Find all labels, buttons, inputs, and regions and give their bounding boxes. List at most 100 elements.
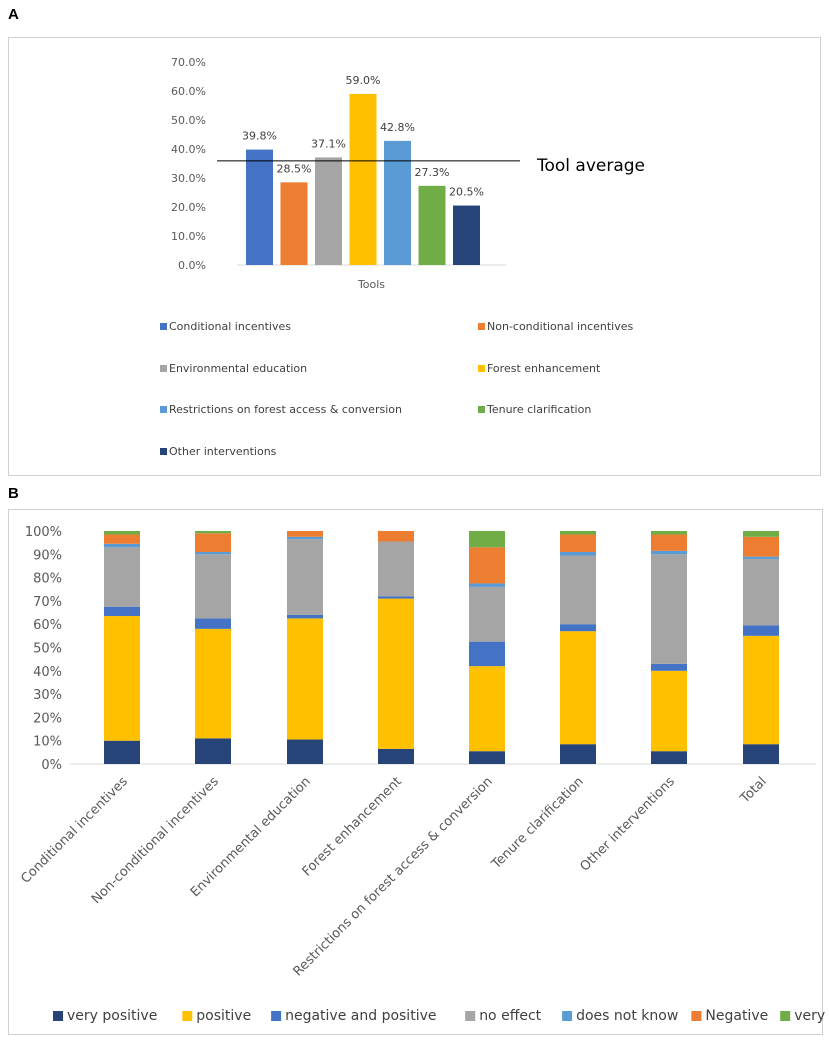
stacked-bar-segment <box>104 534 140 544</box>
panel-a-frame <box>8 37 821 476</box>
x-tick-label: Total <box>737 774 770 807</box>
stacked-bar-segment <box>651 550 687 555</box>
stacked-bar-segment <box>469 586 505 642</box>
stacked-bar-segment <box>743 744 779 764</box>
data-label: 37.1% <box>311 137 346 150</box>
stacked-bar-segment <box>195 551 231 555</box>
stacked-bar-segment <box>378 541 414 597</box>
stacked-bar-segment <box>104 606 140 617</box>
stacked-bar-segment <box>195 618 231 629</box>
stacked-bar-segment <box>104 531 140 535</box>
legend-label: Forest enhancement <box>487 362 601 375</box>
stacked-bar-segment <box>469 547 505 584</box>
legend-label: positive <box>196 1008 251 1024</box>
stacked-bar-segment <box>651 531 687 535</box>
stacked-bar-segment <box>560 631 596 745</box>
legend-label: Restrictions on forest access & conversi… <box>169 403 402 416</box>
bar <box>280 182 308 265</box>
stacked-bar-segment <box>378 531 414 542</box>
stacked-bar-segment <box>287 536 323 540</box>
x-axis-category-label: Tools <box>357 278 385 291</box>
x-tick-label: Tenure clarification <box>488 774 586 872</box>
stacked-bar-segment <box>104 616 140 741</box>
legend-label: Environmental education <box>169 362 307 375</box>
y-tick-label: 70% <box>33 595 62 610</box>
stacked-bar-segment <box>560 531 596 535</box>
bar <box>418 185 446 265</box>
legend-swatch <box>271 1011 282 1021</box>
bar <box>453 205 480 265</box>
y-tick-label: 0.0% <box>178 259 206 272</box>
y-tick-label: 30% <box>33 688 62 703</box>
legend-label: negative and positive <box>285 1008 436 1024</box>
stacked-bar-segment <box>743 556 779 559</box>
legend-swatch <box>478 323 485 330</box>
stacked-bar-segment <box>287 531 323 537</box>
legend-swatch <box>691 1011 702 1021</box>
legend-swatch <box>478 406 485 413</box>
legend-swatch <box>53 1011 63 1021</box>
stacked-bar-segment <box>104 740 140 764</box>
x-tick-label: Forest enhancement <box>300 774 405 879</box>
panel-b-label: B <box>8 485 19 502</box>
y-tick-label: 20% <box>33 711 62 726</box>
stacked-bar-segment <box>651 554 687 664</box>
y-tick-label: 60.0% <box>171 85 206 98</box>
stacked-bar-segment <box>469 531 505 548</box>
stacked-bar-segment <box>560 534 596 552</box>
stacked-bar-segment <box>104 547 140 607</box>
legend-label: Negative <box>705 1008 768 1024</box>
legend-label: Conditional incentives <box>169 320 291 333</box>
y-tick-label: 10.0% <box>171 230 206 243</box>
stacked-bar-segment <box>378 596 414 599</box>
stacked-bar-segment <box>287 539 323 615</box>
legend-label: Tenure clarification <box>486 403 591 416</box>
stacked-bar-segment <box>287 614 323 619</box>
stacked-bar-segment <box>195 554 231 619</box>
y-tick-label: 60% <box>33 618 62 633</box>
stacked-bar-segment <box>469 666 505 752</box>
panel-b-frame <box>8 509 823 1035</box>
legend-label: no effect <box>479 1008 541 1024</box>
data-label: 20.5% <box>449 186 484 199</box>
bar <box>384 140 411 265</box>
legend-swatch <box>182 1011 193 1021</box>
stacked-bar-segment <box>104 543 140 548</box>
stacked-bar-segment <box>195 531 231 534</box>
y-tick-label: 50% <box>33 642 62 657</box>
legend-swatch <box>160 448 167 455</box>
stacked-bar-segment <box>195 533 231 552</box>
stacked-bar-segment <box>743 536 779 557</box>
stacked-bar-segment <box>378 748 414 764</box>
stacked-bar-segment <box>743 635 779 745</box>
stacked-bar-segment <box>743 625 779 636</box>
y-tick-label: 70.0% <box>171 56 206 69</box>
y-tick-label: 90% <box>33 548 62 563</box>
legend-label: very negative <box>794 1008 829 1024</box>
legend-label: does not know <box>576 1008 678 1024</box>
stacked-bar-segment <box>287 739 323 764</box>
stacked-bar-segment <box>743 531 779 537</box>
stacked-bar-segment <box>560 555 596 625</box>
x-tick-label: Conditional incentives <box>18 774 131 887</box>
stacked-bar-segment <box>195 738 231 764</box>
bar <box>315 157 342 265</box>
stacked-bar-segment <box>469 751 505 764</box>
tool-average-annotation: Tool average <box>536 156 645 176</box>
stacked-bar-segment <box>287 618 323 740</box>
stacked-bar-segment <box>651 751 687 764</box>
data-label: 27.3% <box>415 166 450 179</box>
data-label: 39.8% <box>242 130 277 143</box>
stacked-bar-segment <box>560 551 596 556</box>
stacked-bar-segment <box>560 744 596 764</box>
stacked-bar-segment <box>743 558 779 626</box>
legend-label: Non-conditional incentives <box>487 320 634 333</box>
legend-label: very positive <box>67 1008 157 1024</box>
data-label: 28.5% <box>277 162 312 175</box>
stacked-bar-segment <box>651 534 687 551</box>
legend-swatch <box>478 365 485 372</box>
x-tick-label: Other interventions <box>577 774 678 875</box>
y-tick-label: 40.0% <box>171 143 206 156</box>
stacked-bar-segment <box>195 628 231 739</box>
